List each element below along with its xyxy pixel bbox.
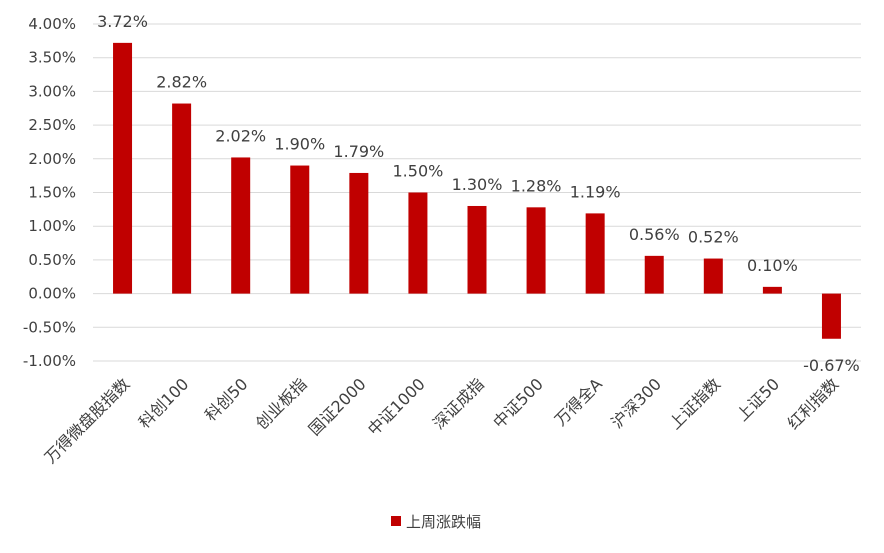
category-label: 国证2000 bbox=[305, 374, 370, 439]
bar bbox=[526, 207, 546, 294]
data-label: 1.79% bbox=[333, 142, 384, 161]
data-label: 0.52% bbox=[688, 228, 739, 247]
bar bbox=[231, 157, 251, 294]
bar bbox=[349, 172, 369, 294]
y-tick-label: -1.00% bbox=[23, 352, 76, 370]
bar bbox=[703, 258, 723, 294]
category-label: 科创50 bbox=[201, 374, 251, 424]
data-label: 2.82% bbox=[156, 73, 207, 92]
data-label: 0.10% bbox=[747, 256, 798, 275]
data-label: -0.67% bbox=[803, 356, 860, 375]
legend-label: 上周涨跌幅 bbox=[406, 513, 481, 531]
bar bbox=[467, 205, 487, 294]
category-label: 万得全A bbox=[551, 374, 606, 429]
category-label: 红利指数 bbox=[784, 374, 843, 433]
y-axis-tick-labels: 4.00% 3.50% 3.00% 2.50% 2.00% 1.50% 1.00% 0.50%… bbox=[23, 15, 76, 370]
category-label: 中证1000 bbox=[364, 374, 429, 439]
y-tick-label: 0.50% bbox=[28, 251, 76, 269]
bar bbox=[113, 42, 133, 294]
y-tick-label: 2.50% bbox=[28, 116, 76, 134]
y-tick-label: 4.00% bbox=[28, 15, 76, 33]
legend-swatch bbox=[391, 516, 401, 526]
category-label: 深证成指 bbox=[429, 374, 488, 433]
data-label: 3.72% bbox=[97, 12, 148, 31]
category-label: 科创100 bbox=[135, 374, 193, 432]
category-label: 万得微盘股指数 bbox=[41, 374, 134, 467]
data-label: 0.56% bbox=[629, 225, 680, 244]
data-label: 1.19% bbox=[570, 182, 621, 201]
legend: 上周涨跌幅 bbox=[391, 513, 481, 531]
data-label: 1.28% bbox=[511, 176, 562, 195]
category-label: 沪深300 bbox=[607, 374, 665, 432]
category-label: 上证50 bbox=[733, 374, 783, 424]
bar bbox=[644, 255, 664, 294]
bar bbox=[408, 192, 428, 294]
bar bbox=[762, 286, 782, 294]
category-label: 中证500 bbox=[489, 374, 547, 432]
data-label: 1.50% bbox=[393, 162, 444, 181]
y-tick-label: -0.50% bbox=[23, 318, 76, 336]
y-tick-label: 1.50% bbox=[28, 184, 76, 202]
bar bbox=[821, 293, 841, 339]
data-label: 1.90% bbox=[274, 135, 325, 154]
y-tick-label: 3.50% bbox=[28, 49, 76, 67]
y-tick-label: 3.00% bbox=[28, 82, 76, 100]
bar bbox=[290, 165, 310, 294]
data-label: 2.02% bbox=[215, 126, 266, 145]
data-labels: 3.72% 2.82% 2.02% 1.90% 1.79% 1.50% 1.30% 1.28%… bbox=[97, 12, 860, 375]
category-label: 上证指数 bbox=[665, 374, 724, 433]
category-label: 创业板指 bbox=[252, 374, 311, 433]
bars bbox=[113, 42, 841, 339]
data-label: 1.30% bbox=[452, 175, 503, 194]
y-tick-label: 1.00% bbox=[28, 217, 76, 235]
bar bbox=[172, 103, 192, 294]
bar bbox=[585, 213, 605, 294]
y-tick-label: 2.00% bbox=[28, 150, 76, 168]
y-tick-label: 0.00% bbox=[28, 285, 76, 303]
